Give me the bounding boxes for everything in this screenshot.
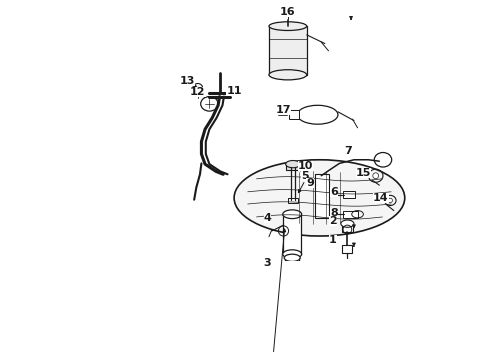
Ellipse shape [234, 160, 405, 236]
Ellipse shape [269, 22, 307, 31]
Text: 12: 12 [190, 86, 205, 96]
Bar [269, 26, 307, 75]
Text: 1: 1 [329, 235, 337, 245]
Bar [284, 214, 301, 254]
Text: 4: 4 [264, 213, 271, 223]
Bar [288, 198, 298, 203]
Ellipse shape [388, 198, 392, 203]
Text: 6: 6 [330, 188, 338, 197]
Text: 2: 2 [329, 216, 337, 226]
Text: 5: 5 [301, 171, 308, 181]
Ellipse shape [373, 173, 379, 179]
Ellipse shape [286, 161, 300, 168]
Ellipse shape [284, 254, 300, 261]
Ellipse shape [269, 70, 307, 80]
Text: 15: 15 [356, 168, 371, 178]
Text: 11: 11 [226, 86, 242, 96]
Bar [289, 111, 299, 119]
Ellipse shape [283, 210, 302, 219]
Bar [316, 174, 328, 218]
Text: 9: 9 [306, 178, 314, 188]
Bar [342, 224, 353, 233]
Text: 13: 13 [180, 76, 196, 86]
Text: 17: 17 [276, 105, 291, 116]
Text: 7: 7 [344, 146, 352, 156]
Text: 8: 8 [330, 208, 338, 218]
Ellipse shape [283, 250, 302, 258]
Bar [343, 191, 355, 198]
Bar [343, 246, 352, 253]
Ellipse shape [196, 87, 199, 90]
Bar [343, 211, 358, 218]
Text: 3: 3 [264, 258, 271, 268]
Bar [285, 258, 299, 288]
Bar [286, 164, 299, 170]
Ellipse shape [341, 220, 354, 227]
Text: 14: 14 [373, 193, 389, 203]
Text: 10: 10 [297, 161, 313, 171]
Ellipse shape [284, 285, 300, 292]
Text: 16: 16 [280, 6, 295, 17]
